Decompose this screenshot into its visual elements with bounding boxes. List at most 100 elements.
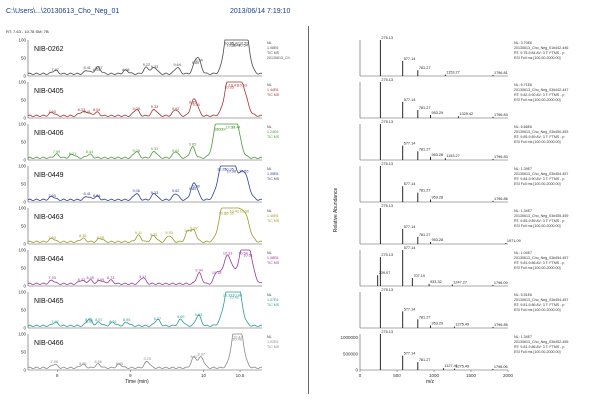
tic-peak-label: 8.56 bbox=[95, 360, 102, 364]
tic-peak-label: 9.17 bbox=[139, 275, 146, 279]
tic-peak-label: 8.76 bbox=[109, 320, 116, 324]
tic-y-tick-label: 50 bbox=[21, 224, 27, 229]
ms-peak-label: 1796.83 bbox=[494, 113, 508, 117]
ms-peak-label: 1275.49 bbox=[455, 365, 469, 369]
sample-name: NIB-0405 bbox=[34, 88, 64, 95]
ms-side-label: RT: 9.84-9.90 AV: 3 T: FTMS - p bbox=[514, 177, 564, 181]
ms-peak-label: 577.14 bbox=[404, 225, 416, 229]
tic-peak-label: 9.94 bbox=[195, 269, 202, 273]
ms-peak-label: 953.28 bbox=[432, 153, 444, 157]
sample-name: NIB-0449 bbox=[34, 172, 64, 179]
ms-side-label: 20130613_Cho_Neg_03#454-457 bbox=[514, 298, 568, 302]
ms-peak-label: 953.28 bbox=[432, 238, 444, 242]
tic-peak-label: 9.33 bbox=[151, 105, 158, 109]
ms-peak-label: 275.13 bbox=[381, 78, 393, 82]
ms-peak-label: 1796.85 bbox=[494, 323, 508, 327]
tic-peak-label: 9.85 bbox=[189, 101, 196, 105]
ms-peak-label: 781.27 bbox=[419, 66, 431, 70]
tic-y-tick-label: 50 bbox=[21, 308, 27, 313]
ms-peak-label: 577.14 bbox=[404, 352, 416, 356]
tic-y-tick-label: 0 bbox=[23, 242, 26, 247]
ms-peak-label: 1796.09 bbox=[494, 281, 508, 285]
tic-x-tick-label: 10 bbox=[201, 373, 207, 378]
tic-peak-label: 8.73 bbox=[107, 276, 114, 280]
panel-divider bbox=[308, 26, 309, 394]
tic-peak-label: 8.33 bbox=[78, 278, 85, 282]
ms-side-label: 20130613_Cho_Neg_01#442-446 bbox=[514, 46, 568, 50]
ms-side-label: ESI Full ms [100.00-2000.00] bbox=[514, 56, 561, 60]
ms-side-label: ESI Full ms [100.00-2000.00] bbox=[514, 308, 561, 312]
tic-peak-label: 9.53 bbox=[165, 231, 172, 235]
tic-peak-label: 8.59 bbox=[97, 236, 104, 240]
ms-side-label: NL: 3.70E6 bbox=[514, 41, 532, 45]
tic-trace bbox=[27, 207, 263, 244]
sample-name: NIB-0262 bbox=[34, 46, 64, 53]
tic-peak-label: 7.93 bbox=[48, 110, 55, 114]
tic-peak-label: 8.54 bbox=[93, 194, 100, 198]
tic-peak-label: 9.33 bbox=[151, 191, 158, 195]
tic-peak-label: 10.42 bbox=[229, 209, 239, 213]
tic-side-label: NL bbox=[267, 209, 272, 213]
ms-peak-label: 275.13 bbox=[381, 120, 393, 124]
tic-peak-label: 9.79 bbox=[184, 229, 191, 233]
ms-side-label: NL: 5.51E6 bbox=[514, 293, 532, 297]
ms-y-tick-label: 500000 bbox=[343, 351, 359, 356]
tic-x-tick-label: 8 bbox=[56, 373, 59, 378]
tic-side-label: 1.08E6 bbox=[267, 256, 278, 260]
ms-side-label: NL: 1.04E7 bbox=[514, 251, 532, 255]
tic-peak-label: 10.41 bbox=[229, 83, 239, 87]
tic-peak-label: 10.61 bbox=[243, 253, 253, 257]
ms-side-label: 20130613_Cho_Neg_03#450-453 bbox=[514, 130, 568, 134]
tic-side-label: NL bbox=[267, 41, 272, 45]
ms-peak-label: 781.27 bbox=[419, 189, 431, 193]
tic-peak-label: 8.54 bbox=[93, 68, 100, 72]
ms-peak-label: 1796.83 bbox=[494, 155, 508, 159]
tic-side-label: NL bbox=[267, 293, 272, 297]
tic-peak-label: 8.21 bbox=[69, 152, 76, 156]
tic-side-label: 1.08E6 bbox=[267, 46, 278, 50]
tic-peak-label: 9.08 bbox=[133, 107, 140, 111]
tic-peak-label: 9.90 bbox=[192, 103, 199, 107]
tic-peak-label: 9.85 bbox=[189, 187, 196, 191]
tic-y-tick-label: 100 bbox=[18, 290, 26, 295]
ms-side-label: NL: 6.71E6 bbox=[514, 83, 532, 87]
tic-peak-label: 8.57 bbox=[95, 318, 102, 322]
ms-peak-label: 275.13 bbox=[381, 330, 393, 334]
ms-peak-label: 275.13 bbox=[381, 162, 393, 166]
rt-range-info: RT: 7.63 - 10.78 SM: 7B bbox=[6, 29, 49, 34]
ms-peak-label: 1971.09 bbox=[507, 239, 521, 243]
tic-y-tick-label: 100 bbox=[18, 164, 26, 169]
tic-side-label: TIC MS bbox=[267, 93, 280, 97]
ms-side-label: NL: 6.66E6 bbox=[514, 125, 532, 129]
tic-side-label: 1.24E6 bbox=[267, 130, 278, 134]
ms-side-label: 20130613_Cho_Neg_03#455-459 bbox=[514, 214, 568, 218]
ms-peak-label: 275.13 bbox=[381, 288, 393, 292]
tic-y-tick-label: 0 bbox=[23, 158, 26, 163]
tic-y-tick-label: 100 bbox=[18, 332, 26, 337]
tic-peak-label: 9.69 bbox=[177, 315, 184, 319]
ms-y-tick-label: 0 bbox=[355, 368, 358, 373]
sample-name: NIB-0465 bbox=[34, 298, 64, 305]
tic-peak-label: 10.55 bbox=[239, 41, 249, 45]
tic-peak-label: 10.47 bbox=[233, 335, 243, 339]
tic-peak-label: 7.93 bbox=[48, 276, 55, 280]
ms-peak-label: 1329.42 bbox=[459, 112, 473, 116]
ms-side-label: 20130613_Cho_Neg_03#442-447 bbox=[514, 88, 568, 92]
ms-peak-label: 275.13 bbox=[381, 204, 393, 208]
tic-chromatogram-panel: 050100NIB-026210.4210.4410.3510.3810.551… bbox=[18, 38, 289, 386]
tic-side-label: TIC MS bbox=[267, 303, 280, 307]
ms-side-label: RT: 9.85-9.89 AV: 3 T: FTMS - p bbox=[514, 135, 564, 139]
tic-peak-label: 10.42 bbox=[229, 41, 239, 45]
ms-peak-label: 577.14 bbox=[404, 98, 416, 102]
ms-peak-label: 781.27 bbox=[419, 147, 431, 151]
tic-trace bbox=[27, 333, 263, 370]
tic-peak-label: 9.64 bbox=[173, 63, 180, 67]
ms-peak-label: 1153.27 bbox=[446, 71, 459, 75]
ms-x-axis-title: m/z bbox=[426, 379, 435, 385]
ms-peak-label: 1153.27 bbox=[446, 154, 459, 158]
ms-side-label: ESI Full ms [100.00-2000.00] bbox=[514, 182, 561, 186]
tic-peak-label: 8.41 bbox=[84, 110, 91, 114]
tic-y-tick-label: 100 bbox=[18, 206, 26, 211]
ms-peak-label: 577.14 bbox=[404, 142, 416, 146]
